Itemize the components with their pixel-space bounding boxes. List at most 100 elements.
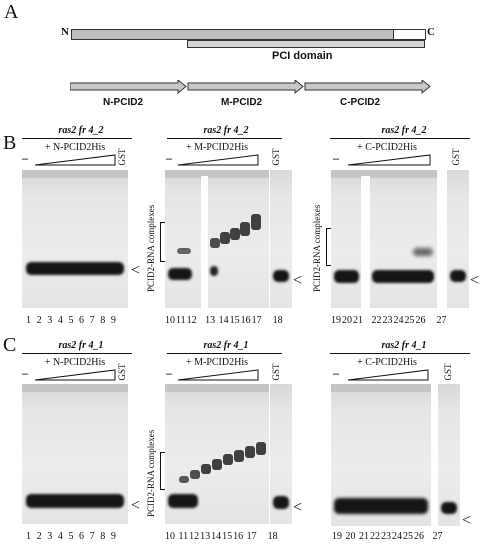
gel-b1-protein: + N-PCID2His	[44, 142, 106, 153]
fragment-arrows	[70, 80, 431, 95]
gel-c2	[165, 384, 269, 524]
gel-c1-protein: + N-PCID2His	[44, 357, 106, 368]
gel-c3-gst: GST	[443, 363, 453, 381]
gel-c2-free-rna-arrow: <	[293, 499, 303, 516]
gel-c3-wells	[331, 384, 431, 392]
n-terminus-label: N	[61, 26, 69, 38]
c-terminus-label: C	[427, 26, 435, 38]
complex-band	[220, 232, 230, 244]
gel-b3-gst-band	[450, 270, 466, 282]
gel-c1-lane-numbers: 123456789	[26, 531, 121, 542]
complex-band	[256, 442, 266, 455]
c-fragment-arrow	[304, 80, 431, 95]
gel-b3-lane-gap	[361, 176, 370, 308]
complex-band	[210, 238, 220, 248]
gel-c1-title-rule	[22, 353, 132, 354]
gel-b2-free-rna-band	[168, 268, 192, 280]
c-terminal-tail-segment	[393, 29, 426, 40]
gel-c1-free-rna-arrow: <	[131, 497, 141, 514]
gel-c1-gst: GST	[117, 363, 127, 381]
gel-b3-wells	[331, 170, 437, 178]
complex-band	[240, 222, 250, 236]
gel-b2-gst-band	[273, 270, 289, 282]
gel-b2-complex-bands	[177, 214, 261, 254]
complex-band	[201, 464, 211, 474]
gel-c3-title: ras2 fr 4_1	[381, 340, 427, 351]
gel-c2-gst: GST	[271, 363, 281, 381]
gel-c3-title-rule	[330, 353, 470, 354]
gel-b2-protein: + M-PCID2His	[185, 142, 249, 153]
gel-c2-free-rna-band	[168, 494, 198, 508]
gel-c3-minus: –	[333, 366, 339, 380]
gel-c3-gst-band	[441, 502, 457, 514]
complex-band	[190, 470, 200, 479]
gel-c1-titration-wedge	[35, 369, 116, 381]
gel-c3-protein: + C-PCID2His	[357, 357, 417, 368]
gel-c3-titration-wedge	[348, 369, 429, 381]
n-fragment-label: N-PCID2	[103, 97, 144, 108]
gel-c2-titration-wedge	[178, 369, 259, 381]
gel-b3-title: ras2 fr 4_2	[381, 125, 427, 136]
gel-b2-complex-label: PCID2-RNA complexes	[146, 204, 156, 292]
gel-c2-complex-bracket	[160, 452, 165, 490]
panel-b-letter: B	[3, 132, 17, 154]
gel-b3-minus: –	[333, 151, 339, 165]
pci-domain-label: PCI domain	[272, 50, 333, 62]
panel-a-letter: A	[4, 1, 19, 23]
gel-b2-lane-numbers: 101112 13 14151617 18	[165, 315, 283, 326]
gel-c2-protein: + M-PCID2His	[185, 357, 249, 368]
panel-c-letter: C	[3, 334, 17, 356]
gel-c2-minus: –	[166, 366, 172, 380]
gel-c2-complex-bands	[179, 442, 266, 483]
gel-b2-title: ras2 fr 4_2	[203, 125, 249, 136]
gel-b3-title-rule	[330, 138, 470, 139]
gel-c2-gst-lane	[270, 384, 292, 524]
gel-b2-free-rna-arrow: <	[293, 272, 303, 289]
gel-c1-minus: –	[22, 366, 28, 380]
gel-b2	[165, 170, 269, 308]
gel-b3-free-rna-band	[334, 270, 359, 283]
gel-b1-title: ras2 fr 4_2	[58, 125, 104, 136]
gel-b3-protein: + C-PCID2His	[357, 142, 417, 153]
gel-b3	[331, 170, 437, 308]
gel-b2-gst: GST	[271, 148, 281, 166]
gel-b2-free-rna-band-lane13	[210, 266, 218, 276]
gel-b1-wells	[22, 170, 128, 178]
gel-b2-titration-wedge	[178, 154, 259, 166]
gel-c2-title-rule	[167, 353, 282, 354]
gel-b2-lane-gap	[201, 176, 208, 308]
gel-b3-titration-wedge	[348, 154, 431, 166]
gel-b3-complex-label: PCID2-RNA complexes	[312, 204, 322, 292]
gel-b1-title-rule	[22, 138, 132, 139]
gel-b3-free-rna-arrow: <	[470, 272, 480, 289]
gel-b2-minus: –	[166, 151, 172, 165]
complex-band	[212, 459, 222, 470]
gel-b3-weak-complex	[413, 248, 433, 256]
gel-b1-lane-numbers: 123456789	[26, 315, 121, 326]
gel-c3-lane-numbers: 19 20 212223242526 27	[332, 531, 443, 542]
gel-c2-lane-numbers: 10 111213141516 17 18	[165, 531, 278, 542]
gel-b1-titration-wedge	[35, 154, 116, 166]
gel-c2-title: ras2 fr 4_1	[203, 340, 249, 351]
gel-c3-free-rna-arrow: <	[462, 512, 472, 529]
gel-c1-wells	[22, 384, 128, 392]
gel-c1-free-rna-band	[26, 494, 124, 508]
n-fragment-arrow	[70, 80, 187, 95]
gel-c3	[331, 384, 431, 526]
gel-b3-gst-lane	[447, 170, 469, 308]
gel-b3-free-rna-band-right	[372, 270, 434, 283]
gel-b3-gst: GST	[451, 148, 461, 166]
complex-band	[234, 450, 244, 462]
gel-b1-gst: GST	[117, 148, 127, 166]
m-fragment-arrow	[187, 80, 304, 95]
gel-b2-gst-lane	[270, 170, 292, 308]
gel-c2-gst-band	[273, 496, 289, 509]
gel-c3-gst-lane	[438, 384, 460, 526]
complex-band	[177, 248, 191, 254]
gel-b1-free-rna-arrow: <	[131, 262, 141, 279]
gel-b2-title-rule	[167, 138, 282, 139]
complex-band	[179, 476, 189, 483]
pci-domain-bar	[187, 40, 425, 48]
gel-b3-lane-numbers: 192021 2223242526 27	[331, 315, 447, 326]
full-length-protein-bar	[71, 29, 426, 40]
